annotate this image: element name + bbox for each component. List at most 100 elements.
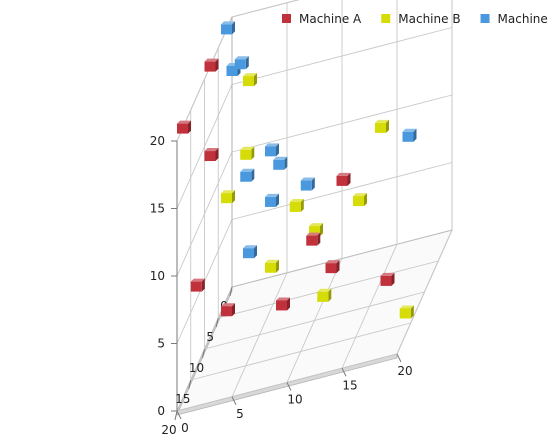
cube-front — [190, 281, 202, 292]
cube-side — [287, 297, 290, 311]
data-point-machine-c — [265, 143, 279, 157]
cube-top — [265, 193, 279, 197]
cube-top — [177, 120, 191, 124]
legend-item-machine-a: Machine A — [282, 12, 362, 26]
y-tick-label: 5 — [236, 407, 244, 421]
cube-top — [399, 305, 414, 309]
data-point-machine-b — [375, 119, 389, 133]
data-point-machine-c — [234, 56, 249, 70]
cube-side — [410, 305, 414, 319]
cube-side — [201, 278, 205, 292]
cube-side — [386, 119, 389, 133]
y-tick-label: 10 — [287, 393, 302, 407]
data-point-machine-b — [240, 146, 255, 160]
data-point-machine-b — [309, 223, 323, 237]
cube-front — [265, 262, 276, 273]
cube-top — [240, 146, 255, 150]
cube-front — [226, 66, 238, 76]
cube-front — [309, 226, 320, 237]
cube-front — [289, 201, 301, 212]
cube-top — [317, 288, 332, 292]
cube-side — [347, 172, 351, 186]
z-tick-label: 20 — [150, 134, 165, 148]
cube-top — [234, 56, 249, 60]
cube-side — [284, 156, 288, 170]
cube-side — [254, 73, 257, 87]
cube-top — [273, 156, 288, 160]
data-point-machine-a — [177, 120, 191, 134]
cube-front — [243, 248, 254, 259]
cube-front — [336, 175, 348, 186]
cube-top — [300, 177, 315, 181]
legend-label: Machine A — [299, 12, 362, 26]
cube-front — [306, 235, 318, 246]
cube-side — [232, 190, 235, 204]
cube-front — [240, 171, 252, 182]
z-tick-label: 15 — [150, 202, 165, 216]
cube-side — [317, 232, 321, 246]
x-tick-mark — [215, 317, 219, 328]
cube-top — [375, 119, 389, 123]
cube-front — [240, 149, 252, 160]
legend-swatch — [480, 14, 490, 23]
cube-front — [353, 196, 364, 207]
cube-top — [221, 21, 235, 25]
cube-top — [325, 260, 340, 264]
legend-item-machine-c: Machine C — [480, 12, 550, 26]
data-point-machine-c — [243, 245, 257, 259]
cube-front — [221, 193, 232, 204]
cube-side — [276, 259, 279, 273]
x-tick-label: 5 — [206, 330, 214, 344]
axes — [171, 17, 402, 421]
y-tick-mark — [341, 368, 347, 377]
data-point-machine-c — [265, 193, 279, 207]
cube-top — [204, 58, 219, 62]
gridline-z-right-wall — [231, 0, 300, 18]
cube-front — [300, 180, 312, 191]
cube-side — [328, 288, 332, 302]
data-point-machine-a — [325, 260, 340, 274]
data-point-machine-c — [273, 156, 288, 170]
z-tick-label: 0 — [157, 404, 165, 418]
cube-front — [265, 146, 276, 157]
cube-front — [177, 123, 188, 134]
cube-side — [215, 58, 219, 72]
gridline-y-floor — [286, 258, 343, 383]
cube-side — [251, 168, 255, 182]
cube-side — [251, 146, 255, 160]
y-tick-label: 15 — [342, 378, 357, 392]
data-point-machine-b — [289, 199, 304, 212]
data-point-machine-c — [221, 21, 235, 35]
cube-side — [320, 223, 323, 237]
cube-front — [221, 306, 232, 317]
cube-top — [204, 148, 219, 151]
x-tick-mark — [229, 286, 233, 297]
cube-front — [399, 308, 411, 319]
data-point-machine-b — [317, 288, 332, 302]
cube-top — [221, 190, 235, 194]
data-point-machine-a — [306, 232, 321, 246]
cube-front — [375, 122, 386, 133]
cube-top — [265, 143, 279, 147]
cube-side — [391, 272, 395, 286]
data-point-machine-a — [336, 172, 351, 186]
data-point-machine-a — [380, 272, 395, 286]
cube-side — [311, 177, 315, 191]
cube-front — [325, 263, 337, 274]
legend-item-machine-b: Machine B — [381, 12, 461, 26]
tick-labels: 051015200510152005101520 — [150, 134, 413, 437]
cube-top — [240, 168, 255, 172]
data-point-machine-a — [204, 148, 219, 162]
y-tick-label: 0 — [181, 421, 189, 435]
legend-swatch — [381, 14, 391, 23]
legend-swatch — [282, 14, 291, 23]
legend-label: Machine C — [498, 12, 550, 26]
data-point-machine-c — [240, 168, 255, 182]
cube-side — [188, 120, 191, 134]
cube-side — [245, 56, 249, 70]
y-tick-mark — [231, 396, 237, 405]
cube-front — [234, 59, 246, 70]
y-tick-label: 20 — [397, 364, 412, 378]
cube-top — [402, 128, 417, 132]
